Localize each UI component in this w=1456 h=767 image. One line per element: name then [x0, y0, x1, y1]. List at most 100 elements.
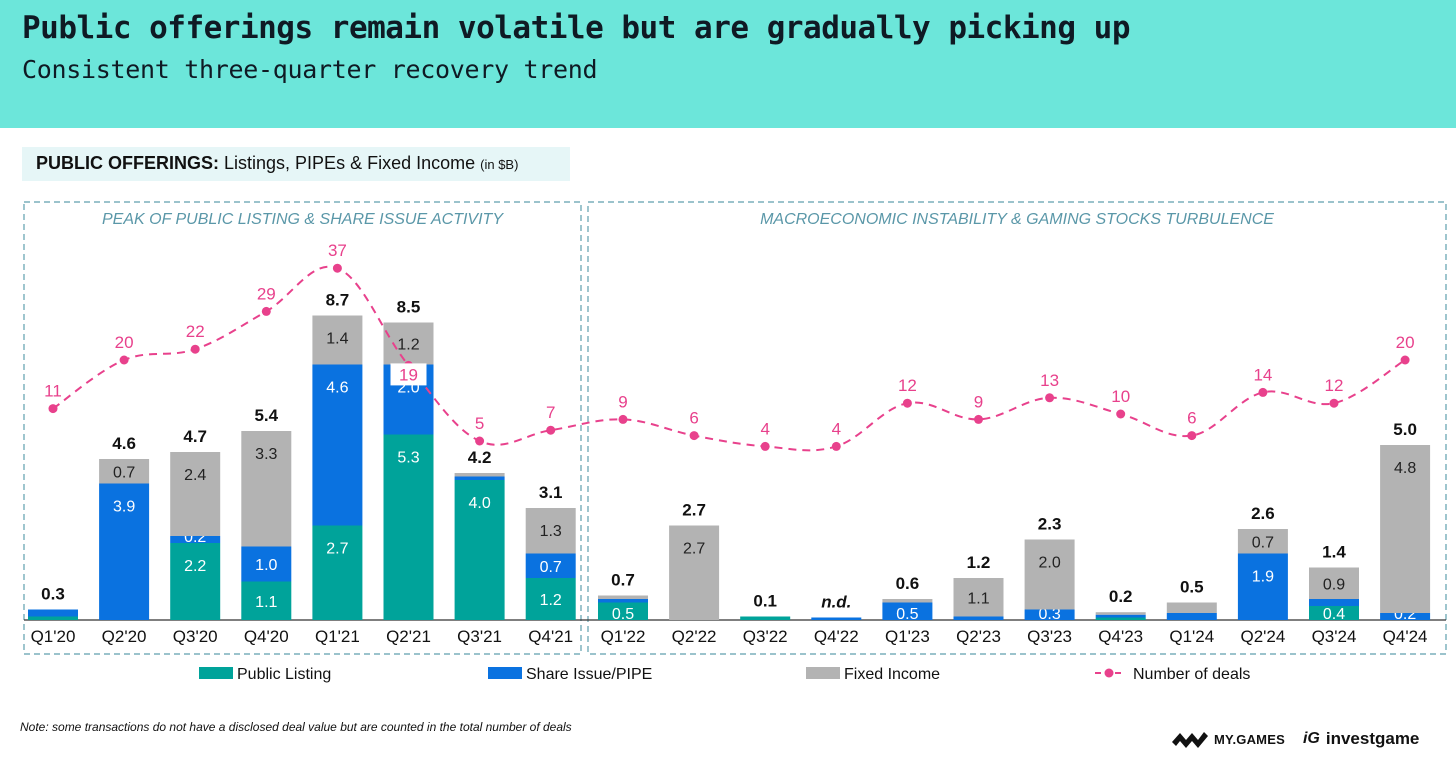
bar-segment-label: 2.7 [683, 541, 705, 558]
bar-total-label: 4.2 [468, 448, 492, 467]
period-box [587, 201, 1447, 655]
bar-total-label: 5.0 [1393, 420, 1417, 439]
bar-total-label: 0.2 [1109, 587, 1133, 606]
bar-segment-label: 4.0 [468, 495, 490, 512]
legend-label: Fixed Income [844, 666, 940, 683]
bar-segment-fixed-income [454, 473, 505, 477]
investgame-logo: iG investgame [1303, 729, 1419, 749]
bar-segment-share-issue-pipe [1024, 609, 1075, 620]
bar-segment-label: 0.3 [1038, 606, 1060, 623]
x-tick-label: Q2'20 [102, 627, 147, 646]
x-tick-label: Q1'23 [885, 627, 930, 646]
x-tick-label: Q1'24 [1169, 627, 1214, 646]
legend-swatch [199, 667, 233, 679]
bar-segment-label: 0.4 [1323, 606, 1345, 623]
deals-label: 14 [1253, 365, 1272, 384]
bar-segment-public-listing [598, 602, 648, 620]
deals-point [902, 398, 912, 408]
bar-segment-fixed-income [1309, 567, 1359, 599]
deals-point [1400, 355, 1410, 365]
footnote: Note: some transactions do not have a di… [20, 720, 572, 734]
bar-total-label: n.d. [821, 593, 851, 612]
bar-segment-label: 1.9 [1252, 569, 1274, 586]
legend-label: Share Issue/PIPE [526, 666, 652, 683]
bar-segment-fixed-income [1166, 602, 1217, 613]
bar-segment-public-listing [241, 581, 292, 620]
bar-total-label: 8.7 [326, 291, 350, 310]
bar-segment-label: 1.2 [540, 592, 562, 609]
bar-segment-public-listing [1309, 606, 1359, 620]
bar-segment-label: 5.3 [397, 450, 419, 467]
bar-total-label: 3.1 [539, 483, 563, 502]
bar-segment-fixed-income [882, 599, 933, 603]
bar-segment-label: 0.5 [612, 606, 634, 623]
x-tick-label: Q2'24 [1240, 627, 1285, 646]
deals-point [618, 414, 628, 424]
deals-label: 13 [1040, 371, 1059, 390]
bar-segment-fixed-income [241, 431, 292, 547]
deals-point [974, 414, 983, 424]
bar-segment-share-issue-pipe [525, 553, 576, 578]
bar-total-label: 0.3 [41, 585, 65, 604]
bar-segment-label: 0.9 [1323, 576, 1345, 593]
chart-title-unit: (in $B) [480, 157, 519, 172]
deals-point [689, 431, 699, 441]
deals-label: 6 [1187, 409, 1196, 428]
deals-point [1329, 398, 1339, 408]
bar-segment-label: 1.2 [397, 337, 419, 354]
bar-total-label: 2.6 [1251, 504, 1275, 523]
bar-segment-label: 2.0 [1038, 555, 1060, 572]
investgame-logo-text: investgame [1325, 729, 1420, 748]
bar-segment-share-issue-pipe [170, 536, 221, 543]
bar-segment-label: 1.1 [967, 590, 989, 607]
chart-title: PUBLIC OFFERINGS: Listings, PIPEs & Fixe… [36, 153, 518, 174]
page-subtitle: Consistent three-quarter recovery trend [22, 55, 598, 84]
bar-total-label: 0.7 [611, 571, 635, 590]
deals-label: 11 [44, 382, 62, 401]
deals-label: 20 [1396, 333, 1415, 352]
bar-segment-share-issue-pipe [1309, 599, 1359, 606]
bar-segment-label: 0.5 [896, 606, 918, 623]
deals-label: 10 [1111, 387, 1130, 406]
bar-segment-fixed-income [669, 525, 720, 620]
legend-swatch [488, 667, 522, 679]
deals-point [48, 404, 58, 414]
period-label: PEAK OF PUBLIC LISTING & SHARE ISSUE ACT… [102, 211, 504, 228]
bar-segment-share-issue-pipe [1237, 553, 1288, 620]
bar-segment-share-issue-pipe [312, 364, 363, 526]
deals-point [1187, 431, 1197, 441]
deals-point [546, 425, 556, 435]
x-tick-label: Q3'20 [173, 627, 218, 646]
header-banner: Public offerings remain volatile but are… [0, 0, 1456, 128]
bar-segment-label: 0.7 [1252, 534, 1274, 551]
x-tick-label: Q4'23 [1098, 627, 1143, 646]
x-tick-label: Q4'24 [1383, 627, 1428, 646]
bar-segment-public-listing [454, 480, 505, 620]
bar-segment-public-listing [525, 578, 576, 620]
bar-segment-fixed-income [1237, 529, 1288, 554]
bar-total-label: 2.3 [1038, 515, 1062, 534]
bar-segment-fixed-income [1095, 612, 1146, 615]
bar-segment-label: 2.2 [184, 558, 206, 575]
x-tick-label: Q2'23 [956, 627, 1001, 646]
x-tick-label: Q4'21 [528, 627, 573, 646]
bar-segment-public-listing [383, 434, 434, 620]
deals-label: 9 [974, 392, 983, 411]
chart-title-bold: PUBLIC OFFERINGS: [36, 153, 219, 173]
bar-total-label: 1.2 [967, 553, 991, 572]
bar-segment-share-issue-pipe [1380, 613, 1431, 620]
bar-segment-fixed-income [170, 452, 221, 536]
bar-segment-public-listing [1095, 617, 1146, 620]
bar-total-label: 0.6 [896, 574, 920, 593]
bar-total-label: 1.4 [1322, 543, 1346, 562]
deals-label: 5 [475, 414, 484, 433]
mygames-logo-icon [1172, 732, 1208, 748]
bar-segment-fixed-income [1024, 539, 1075, 610]
bar-segment-label: 1.3 [540, 523, 562, 540]
bar-segment-fixed-income [99, 459, 150, 484]
bar-segment-share-issue-pipe [882, 602, 933, 620]
period-box [23, 201, 582, 655]
deals-point [261, 306, 271, 316]
bar-segment-label: 0.7 [540, 559, 562, 576]
